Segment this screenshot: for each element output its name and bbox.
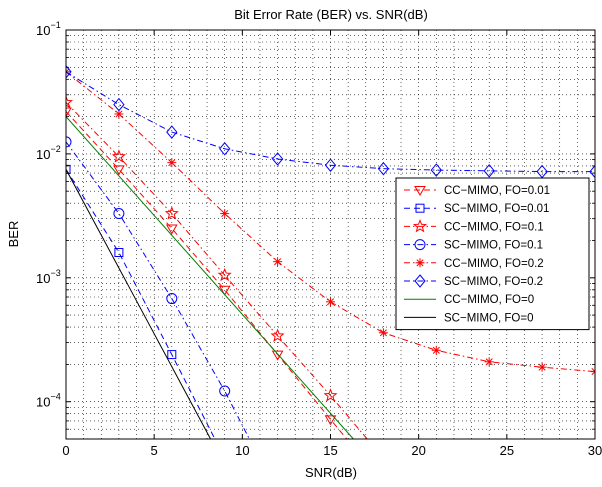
series-1 [66,164,216,439]
data-point [431,345,441,355]
series-2 [66,95,368,439]
data-point [378,328,388,338]
data-point [114,248,124,258]
data-point [324,158,337,173]
data-point [273,257,283,267]
legend-marker [412,219,428,233]
data-point [166,125,178,139]
data-point [218,285,231,296]
data-point [111,149,126,163]
data-point [66,136,72,148]
data-point [219,141,231,156]
data-point [167,158,177,168]
series-line [66,111,348,439]
series-line [66,102,368,439]
data-point [217,267,232,282]
series-line [66,116,354,439]
data-point [66,65,72,79]
series-line [66,141,250,439]
data-point [165,224,178,235]
series-4 [66,67,595,377]
data-point [66,95,74,109]
data-point [113,208,125,220]
data-point [589,164,595,179]
series-line [66,169,212,439]
series-5 [66,65,595,179]
x-tick-label: 10 [235,443,249,458]
data-point [483,164,495,178]
legend-box [395,177,590,331]
legend-entry: SC−MIMO, FO=0.2 [444,276,543,288]
y-tick-label: 10−3 [36,268,61,286]
legend-entry: CC−MIMO, FO=0.01 [444,185,550,197]
series-3 [66,136,250,439]
legend-entry: CC−MIMO, FO=0.2 [444,258,544,270]
x-tick-label: 20 [411,443,425,458]
x-tick-label: 25 [500,443,514,458]
legend-entry: SC−MIMO, FO=0 [444,312,533,324]
legend-marker [415,203,425,213]
data-point [113,165,125,176]
x-tick-label: 5 [151,443,158,458]
x-axis-label: SNR(dB) [305,465,357,480]
data-point [113,97,125,112]
series-line [66,169,216,439]
y-tick-label: 10−2 [36,144,61,162]
data-point [219,385,231,397]
legend-marker [414,186,426,196]
legend-marker [415,258,425,268]
series-7 [66,169,212,439]
axis-ticks: 0 5 10 15 20 25 30 10−1 10−2 10−3 10−4 [36,20,602,458]
legend-marker [414,274,426,288]
data-point [66,164,71,174]
y-axis-label: BER [6,221,21,248]
data-point [323,388,338,402]
x-tick-label: 0 [62,443,69,458]
data-point [271,152,284,166]
data-point [66,107,72,118]
series-6 [66,116,354,439]
x-tick-label: 15 [323,443,337,458]
legend: CC−MIMO, FO=0.01 SC−MIMO, FO=0.01 CC−MIMO,… [395,177,590,331]
series-0 [66,107,348,439]
data-point [590,367,595,377]
data-point [326,297,335,307]
data-point [377,161,390,176]
x-tick-label: 30 [588,443,602,458]
data-point [270,328,285,342]
chart-title: Bit Error Rate (BER) vs. SNR(dB) [234,7,428,22]
legend-entry: CC−MIMO, FO=0.1 [444,221,544,233]
data-point [164,206,179,220]
data-point [430,163,442,177]
data-point [324,415,337,426]
data-point [537,362,547,372]
legend-entry: SC−MIMO, FO=0.01 [444,203,549,215]
series-line [66,71,595,173]
legend-entry: CC−MIMO, FO=0 [444,294,534,306]
legend-entry: SC−MIMO, FO=0.1 [444,240,543,252]
y-tick-label: 10−4 [36,392,61,410]
data-point [220,209,230,219]
data-point [271,350,284,361]
legend-marker [414,239,426,251]
data-point [484,357,494,367]
series-layer [66,65,595,439]
data-point [166,293,178,305]
data-point [167,350,177,360]
y-tick-label: 10−1 [36,20,61,38]
